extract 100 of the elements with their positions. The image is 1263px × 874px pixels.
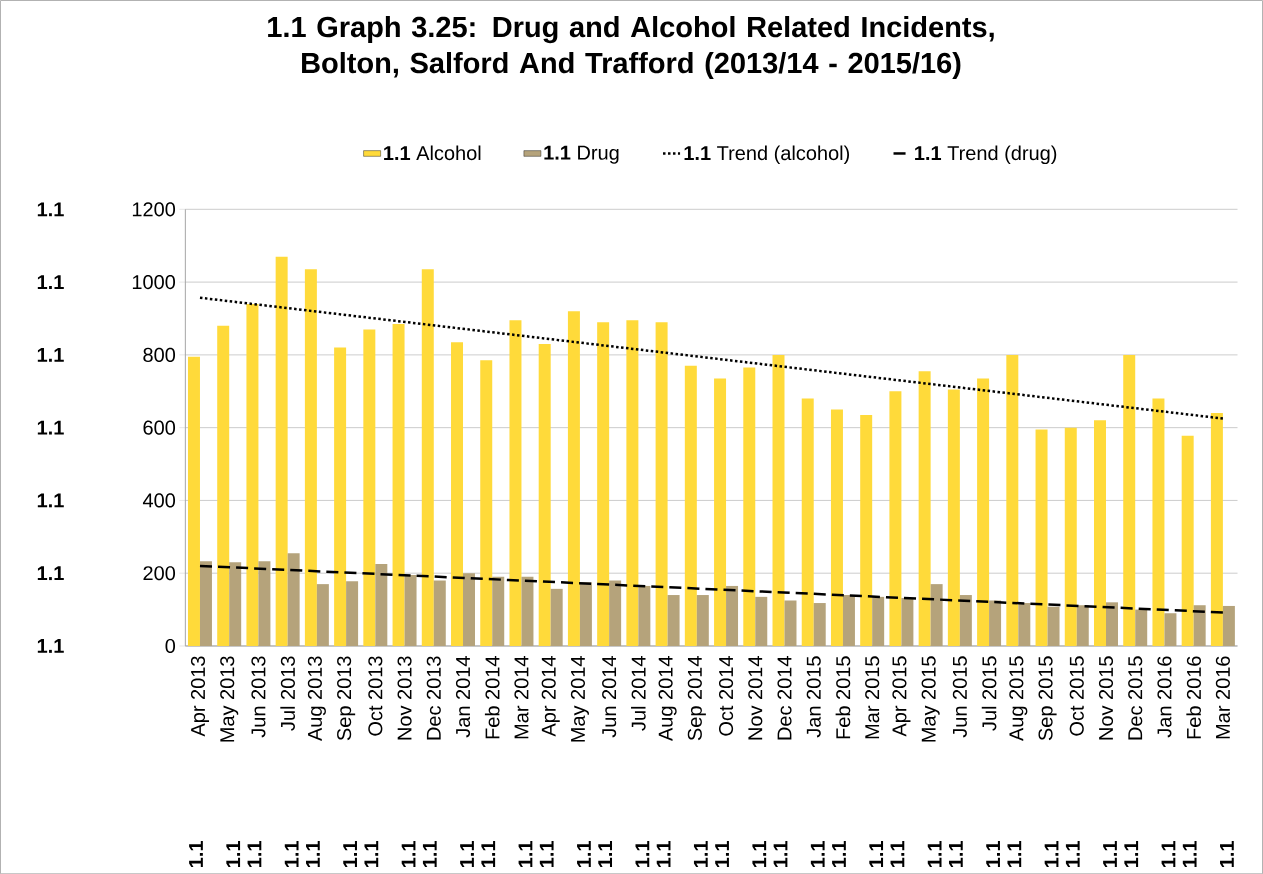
bar	[404, 574, 417, 646]
x-tick-label: Jul 2014	[631, 655, 646, 731]
bar	[421, 269, 434, 646]
bar	[1094, 420, 1106, 646]
text: 1.1	[832, 840, 846, 867]
text: 1.1	[577, 840, 591, 867]
x-tick-label: Apr 2015	[892, 656, 911, 737]
bar	[609, 580, 622, 646]
bar	[889, 391, 902, 646]
text: 1.1	[1007, 840, 1022, 867]
legend-label: 1.1 Drug	[544, 145, 619, 164]
bar	[959, 594, 972, 646]
bar	[1064, 427, 1077, 646]
bar	[538, 343, 551, 646]
text: 1.1	[693, 840, 708, 867]
x-tick-label: Oct 2013	[368, 656, 383, 736]
text: 1.1	[715, 840, 729, 867]
bar	[684, 365, 697, 646]
bar	[579, 582, 592, 646]
bar	[463, 573, 475, 646]
text: 1.1	[422, 840, 437, 867]
text: 1.1	[306, 840, 320, 867]
text: 1.1	[656, 840, 671, 867]
text: 1.1	[1182, 840, 1197, 867]
bar	[626, 320, 639, 646]
x-tick-label: May 2015	[921, 656, 940, 742]
bar	[1164, 613, 1177, 646]
bar	[755, 596, 768, 646]
bar	[187, 356, 200, 646]
bar	[872, 596, 885, 646]
bar	[714, 378, 727, 646]
text: 1.1	[37, 566, 64, 580]
text: 1.1	[364, 840, 379, 867]
x-tick-label: Feb 2016	[1186, 656, 1201, 739]
bar	[451, 342, 464, 646]
y-tick-label: 0	[165, 638, 176, 653]
x-tick-label: May 2014	[570, 655, 589, 742]
legend-label: 1.1 Trend (alcohol)	[684, 145, 850, 164]
bar	[334, 347, 347, 646]
bar	[638, 585, 651, 646]
bar	[667, 594, 680, 646]
text: 1.1	[226, 840, 241, 867]
bar	[1123, 354, 1136, 646]
bar	[1035, 429, 1048, 646]
text: 1.1	[247, 840, 262, 867]
text: 1.1	[460, 840, 474, 867]
y-tick-label: 1200	[132, 202, 176, 217]
text: 1.1	[986, 840, 1000, 867]
bar	[550, 588, 563, 646]
x-tick-label: Aug 2015	[1009, 656, 1028, 741]
bar	[509, 320, 522, 646]
bar	[1018, 602, 1031, 646]
x-tick-label: Dec 2014	[777, 655, 792, 740]
bar	[842, 594, 855, 646]
bar	[1210, 412, 1223, 646]
bar	[655, 321, 668, 646]
text: 1.1	[284, 840, 299, 867]
x-tick-label: Aug 2014	[658, 655, 677, 741]
x-tick-label: Jun 2015	[952, 656, 967, 738]
bar	[258, 561, 271, 646]
bar	[901, 597, 914, 646]
bar	[392, 323, 405, 646]
x-tick-label: Apr 2013	[190, 656, 210, 737]
bar	[830, 409, 843, 646]
text: 1.1	[890, 840, 905, 867]
bar	[813, 602, 826, 646]
text: 1.1	[1044, 840, 1059, 867]
text: 1.1	[37, 347, 64, 362]
bar	[480, 360, 493, 646]
bar	[346, 581, 359, 646]
y-tick-label: 1000	[132, 274, 176, 290]
bar	[217, 325, 230, 646]
x-tick-label: Nov 2013	[397, 656, 412, 740]
text: 1.1	[37, 638, 64, 653]
bar	[363, 329, 376, 646]
bar	[743, 367, 756, 646]
text: 1.1	[1161, 840, 1176, 867]
x-tick-label: Jun 2013	[251, 656, 266, 738]
x-tick-label: Sep 2013	[337, 656, 356, 741]
text: 1.1	[37, 202, 64, 217]
text: 1.1	[37, 275, 64, 289]
x-tick-label: Jan 2014	[455, 655, 471, 738]
text: 1.1	[401, 840, 416, 867]
legend-label: 1.1 Alcohol	[384, 145, 481, 161]
x-tick-label: Jun 2014	[602, 655, 617, 738]
chart-title: 1.1 Graph 3.25: Drug and Alcohol Related Incidents, Bolton, Salford And Trafford (2013/14 - 2015/16)	[268, 15, 994, 79]
bar	[1222, 605, 1235, 646]
bar	[287, 553, 300, 646]
x-tick-label: Apr 2014	[541, 655, 560, 737]
x-tick-label: Jan 2016	[1157, 656, 1172, 738]
legend-label: 1.1 Trend (drug)	[915, 145, 1057, 164]
bar	[696, 594, 709, 646]
x-tick-label: Feb 2015	[835, 656, 851, 739]
bar	[1006, 354, 1019, 646]
text: 1.1	[948, 840, 963, 867]
x-tick-label: Nov 2014	[748, 655, 763, 740]
bar	[860, 414, 873, 646]
text: 1.1	[927, 840, 942, 867]
bar	[433, 580, 446, 646]
bar	[492, 576, 505, 646]
